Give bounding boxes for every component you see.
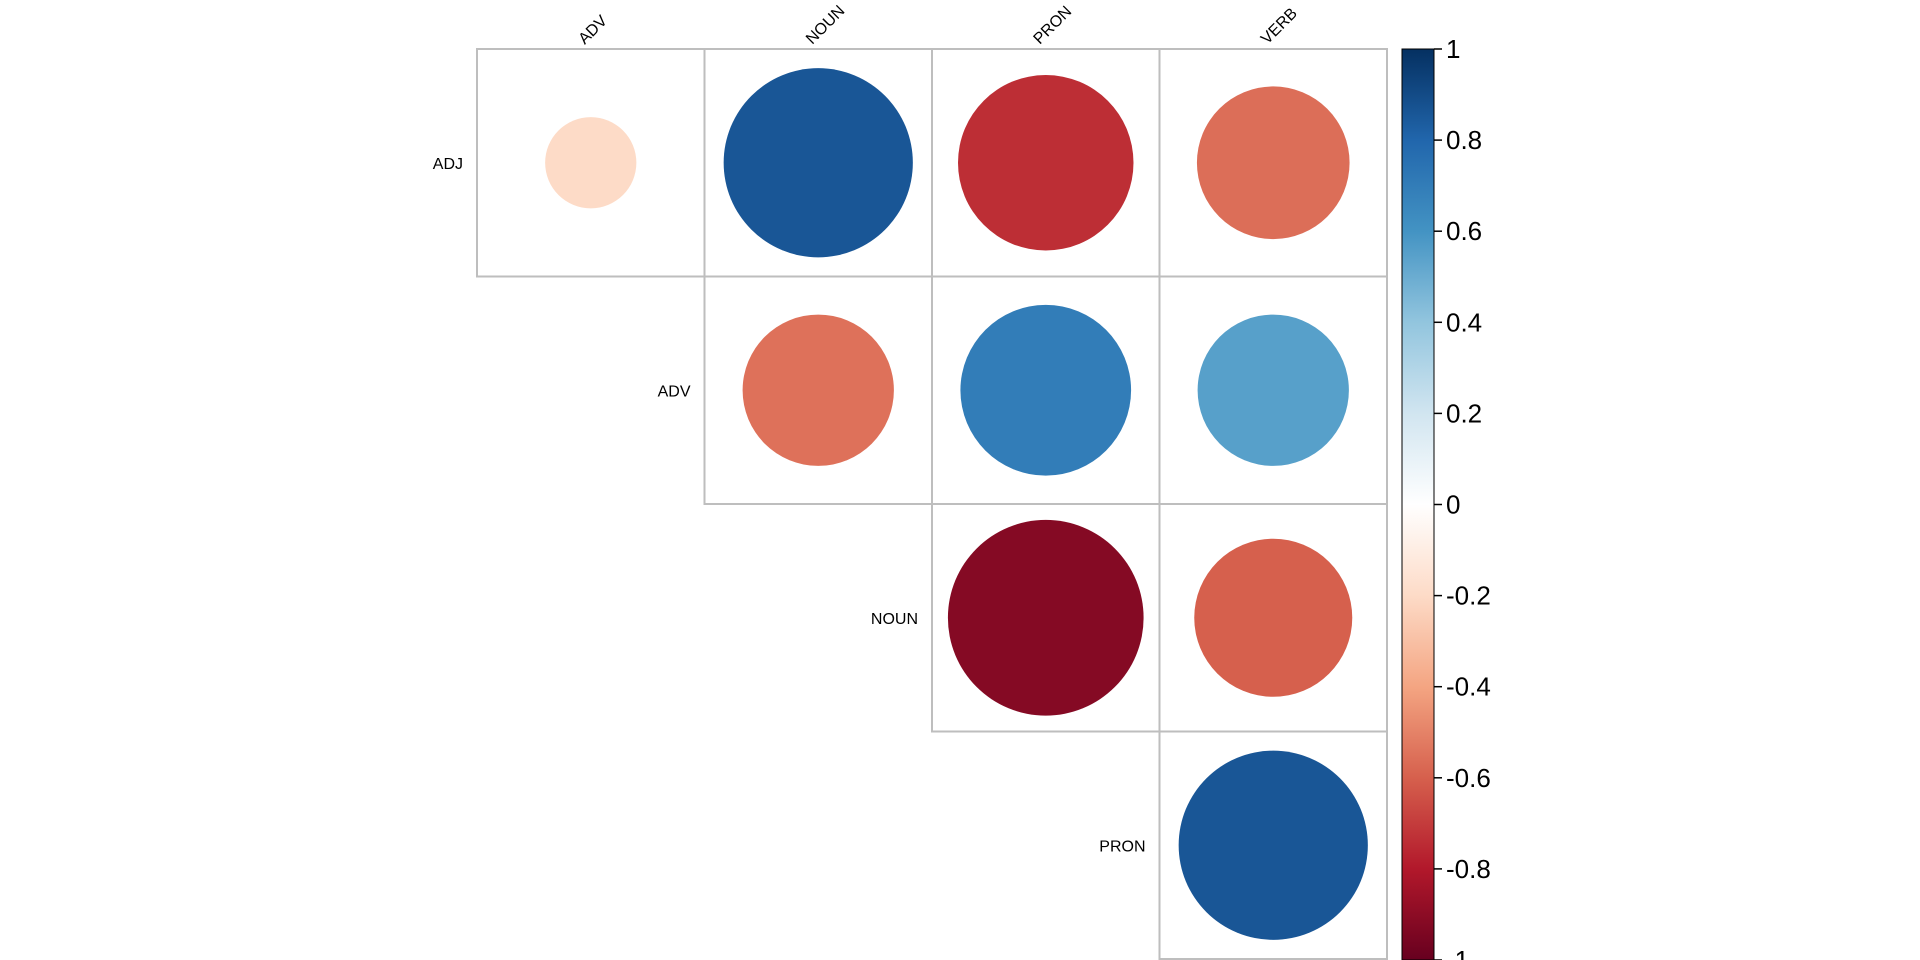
colorbar-tick-label: 0.2	[1446, 398, 1482, 428]
colorbar-tick-label: -0.8	[1446, 854, 1491, 884]
colorbar-tick-label: 0.4	[1446, 307, 1482, 337]
colorbar-tick-label: -0.6	[1446, 763, 1491, 793]
circle-adv-pron	[960, 304, 1132, 476]
circle-noun-pron	[947, 519, 1144, 716]
circle-adv-verb	[1197, 314, 1349, 466]
row-label-pron: PRON	[1099, 838, 1145, 855]
colorbar-tick-label: 0.8	[1446, 125, 1482, 155]
row-labels: ADJ ADV NOUN PRON	[433, 156, 1146, 856]
circle-adj-verb	[1196, 86, 1350, 240]
row-label-adv: ADV	[658, 383, 691, 400]
colorbar-tick-label: -0.2	[1446, 581, 1491, 611]
column-labels: ADV NOUN PRON VERB	[576, 2, 1301, 47]
correlation-circles	[545, 68, 1368, 940]
row-label-noun: NOUN	[871, 611, 918, 628]
circle-adj-adv	[545, 117, 637, 209]
colorbar-tick-label: 0.6	[1446, 216, 1482, 246]
col-label-pron: PRON	[1031, 3, 1076, 48]
colorbar-tick-label: -1	[1446, 945, 1469, 960]
col-label-verb: VERB	[1258, 5, 1301, 48]
col-label-adv: ADV	[576, 12, 612, 48]
circle-noun-verb	[1194, 538, 1353, 697]
circle-adj-pron	[958, 75, 1134, 251]
circle-adj-noun	[723, 68, 913, 258]
circle-adv-noun	[742, 314, 894, 466]
circle-pron-verb	[1178, 750, 1368, 940]
col-label-noun: NOUN	[803, 2, 848, 47]
row-label-adj: ADJ	[433, 156, 463, 173]
colorbar-tick-label: 0	[1446, 490, 1460, 520]
colorbar-tick-label: 1	[1446, 34, 1460, 64]
colorbar: 1 0.8 0.6 0.4 0.2 0 -0.2 -0.4 -0.6 -0.8 -1	[1401, 34, 1491, 960]
colorbar-gradient	[1402, 49, 1434, 960]
colorbar-tick-label: -0.4	[1446, 672, 1491, 702]
